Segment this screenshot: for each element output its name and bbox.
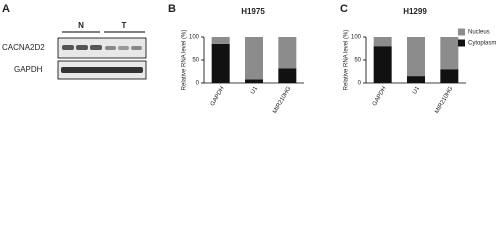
bar-segment xyxy=(373,46,392,83)
band xyxy=(61,67,143,73)
legend-swatch xyxy=(458,39,465,47)
bar-segment xyxy=(440,69,459,83)
bar-segment xyxy=(440,37,459,70)
y-tick-label: 100 xyxy=(189,35,200,41)
y-tick-label: 50 xyxy=(192,58,199,64)
legend-swatch xyxy=(458,28,465,36)
row-label: CACNA2D2 xyxy=(2,43,45,52)
bar-segment xyxy=(278,37,297,69)
x-tick-label: GAPDH xyxy=(372,86,388,107)
bar-segment xyxy=(245,79,263,83)
panel-label: B xyxy=(168,3,176,15)
band xyxy=(90,45,102,50)
bar-segment xyxy=(211,43,230,83)
legend-label: Nucleus xyxy=(468,30,490,36)
row-label: GAPDH xyxy=(14,65,43,74)
bar-segment xyxy=(407,76,425,83)
x-tick-label: MIR210HG xyxy=(272,86,292,115)
x-tick-label: MIR210HG xyxy=(434,86,454,115)
y-axis-label: Relative RNA level (%) xyxy=(344,30,350,91)
bar-segment xyxy=(373,37,392,47)
chart-title: H1975 xyxy=(241,7,265,16)
x-tick-label: U1 xyxy=(250,85,259,95)
legend-label: Cytoplasm xyxy=(468,41,496,47)
y-axis-label: Relative RNA level (%) xyxy=(182,30,188,91)
x-tick-label: U1 xyxy=(412,85,421,95)
group-label: T xyxy=(122,21,127,30)
band xyxy=(118,46,129,50)
western-blot: N T CACNA2D2 GAPDH xyxy=(2,21,147,80)
page: A B C N T CACNA2D2 GAPDH H1975 Relative R… xyxy=(2,2,497,115)
x-tick-label: GAPDH xyxy=(210,86,226,107)
panel-label: A xyxy=(2,3,10,15)
y-tick-label: 50 xyxy=(354,58,361,64)
band xyxy=(131,46,142,50)
band xyxy=(76,45,88,50)
chart-title: H1299 xyxy=(403,7,427,16)
panel-label: C xyxy=(340,3,348,15)
y-tick-label: 0 xyxy=(358,81,362,87)
bar-segment xyxy=(211,37,230,44)
bar-segment xyxy=(407,37,425,77)
band xyxy=(105,46,116,50)
y-tick-label: 100 xyxy=(351,35,362,41)
y-tick-label: 0 xyxy=(196,81,200,87)
figure: A B C N T CACNA2D2 GAPDH H1975 Relative R… xyxy=(2,3,496,115)
bar-segment xyxy=(245,37,263,80)
band xyxy=(62,45,74,50)
bar-segment xyxy=(278,68,297,83)
group-label: N xyxy=(78,21,84,30)
